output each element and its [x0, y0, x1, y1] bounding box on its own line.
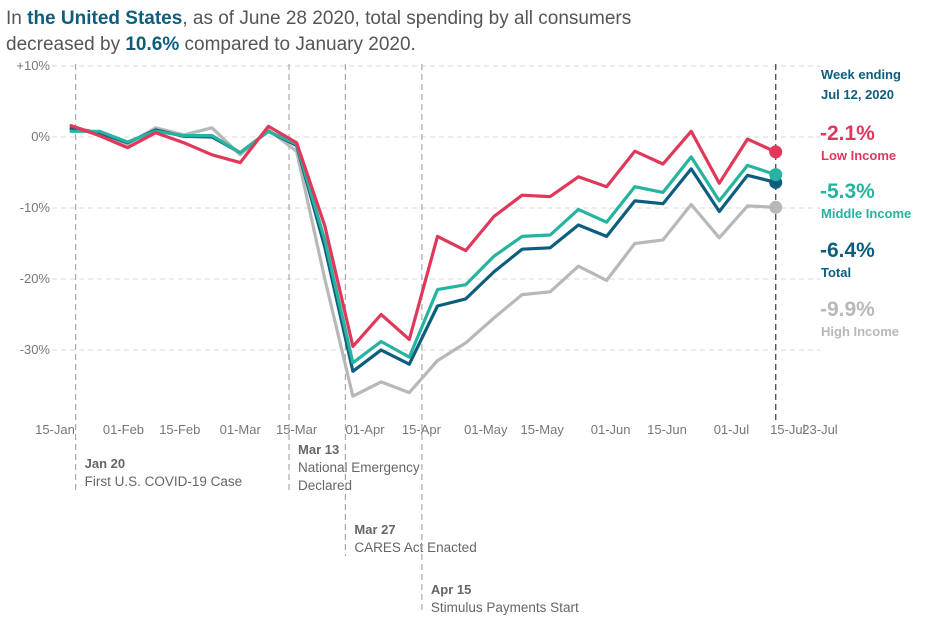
series-end-point	[769, 200, 783, 214]
series-name-label: Total	[821, 265, 851, 280]
headline: In the United States, as of June 28 2020…	[6, 6, 666, 58]
x-tick-label: 15-Mar	[276, 422, 318, 437]
series-end-value: -6.4%	[820, 239, 875, 262]
series-end-value: -5.3%	[820, 180, 875, 203]
y-tick-label: -30%	[20, 342, 51, 357]
event-description: CARES Act Enacted	[354, 540, 476, 555]
event-date-label: Apr 15	[431, 582, 471, 597]
y-tick-label: 0%	[31, 129, 50, 144]
x-tick-label: 01-Jun	[591, 422, 631, 437]
x-tick-label: 15-Jan	[35, 422, 75, 437]
headline-change: 10.6%	[125, 34, 180, 55]
x-tick-label: 15-Feb	[159, 422, 200, 437]
x-tick-label: 01-Jul	[714, 422, 750, 437]
annotation-layer: Jan 20 First U.S. COVID-19 Case Mar 13 Nati…	[75, 64, 777, 615]
series-name-label: Low Income	[821, 148, 896, 163]
event-description: Declared	[298, 478, 352, 493]
y-tick-label: -20%	[20, 271, 51, 286]
x-tick-label: 01-Apr	[346, 422, 386, 437]
x-tick-label: 15-Jun	[647, 422, 687, 437]
y-tick-label: +10%	[16, 58, 50, 73]
series-line	[69, 124, 778, 398]
x-tick-label: 15-Jul	[770, 422, 806, 437]
series-end-point	[769, 145, 783, 159]
event-description: First U.S. COVID-19 Case	[85, 474, 243, 489]
label-layer: Week ending Jul 12, 2020 -9.9% High Income -…	[820, 67, 911, 339]
x-tick-label: 15-May	[521, 422, 565, 437]
x-tick-label: 01-Feb	[103, 422, 144, 437]
x-tick-label: 23-Jul	[802, 422, 838, 437]
event-date-label: Jan 20	[85, 456, 125, 471]
event-date-label: Mar 13	[298, 442, 339, 457]
series-line	[69, 129, 778, 365]
series-layer	[69, 123, 783, 398]
headline-region: the United States	[27, 8, 183, 29]
x-tick-label: 01-Mar	[220, 422, 262, 437]
series-line	[69, 123, 778, 348]
x-tick-label: 01-May	[464, 422, 508, 437]
series-end-point	[769, 168, 783, 182]
week-ending-label: Week ending	[821, 67, 901, 82]
series-end-value: -2.1%	[820, 122, 875, 145]
event-description: National Emergency	[298, 460, 420, 475]
grid-layer: +10% 0% -10% -20% -30% 15-Jan 01-Feb 15-Feb 01-M…	[16, 58, 837, 437]
series-name-label: Middle Income	[821, 206, 911, 221]
event-description: Stimulus Payments Start	[431, 600, 579, 615]
series-name-label: High Income	[821, 324, 899, 339]
week-ending-label: Jul 12, 2020	[821, 87, 894, 102]
headline-prefix: In	[6, 8, 28, 29]
event-date-label: Mar 27	[354, 522, 395, 537]
headline-middle: , as of June 28 2020, total spending by …	[6, 8, 632, 55]
headline-suffix: compared to January 2020.	[179, 34, 416, 55]
series-line	[69, 126, 778, 373]
y-tick-label: -10%	[20, 200, 51, 215]
series-end-value: -9.9%	[820, 298, 875, 321]
